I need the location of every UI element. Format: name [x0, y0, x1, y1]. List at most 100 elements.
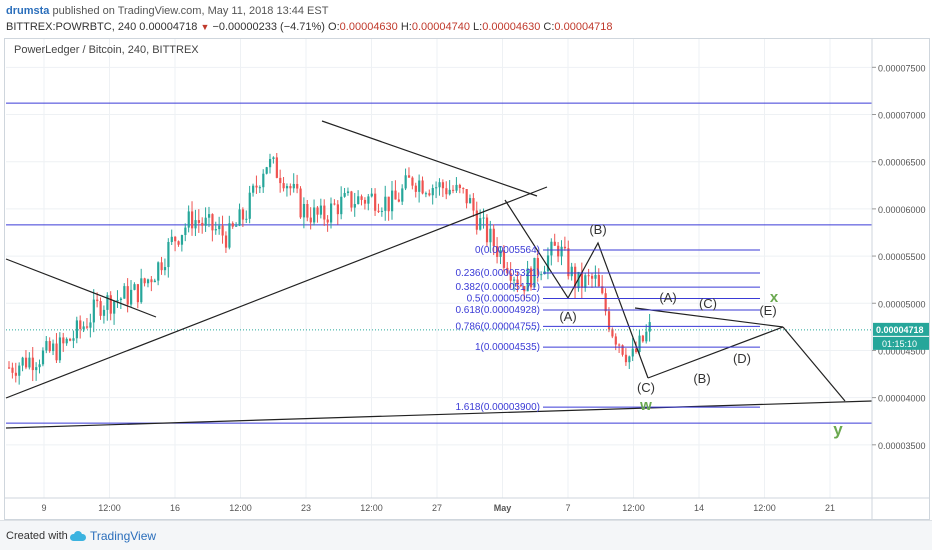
author-link[interactable]: drumsta — [6, 5, 50, 17]
countdown-label: 01:15:10 — [882, 339, 917, 349]
candle-body — [72, 338, 75, 341]
candle-body — [590, 275, 594, 279]
y-tick-label: 0.00004000 — [878, 394, 926, 404]
candle-body — [448, 189, 451, 195]
grid — [6, 39, 872, 498]
fibonacci-levels: 0(0.00005564) 0.236(0.00005321) 0.382(0.00… — [455, 245, 760, 413]
candle-body — [567, 248, 570, 277]
symbol-quote: BITTREX:POWRBTC, 240 0.00004718 ▼ −0.000… — [6, 21, 613, 33]
candle-body — [143, 278, 146, 284]
candle-body — [313, 207, 316, 223]
candle-body — [370, 193, 373, 197]
candle-body — [316, 207, 319, 215]
x-tick-label: 27 — [432, 503, 442, 513]
fib-level-label: 0.382(0.00005171) — [455, 282, 540, 293]
price-chart[interactable]: 0(0.00005564) 0.236(0.00005321) 0.382(0.00… — [0, 0, 932, 520]
wave-label: (A) — [559, 309, 576, 324]
wave-labels: (B) (A) (A) (C) (E) (D) (B) (C) w x y — [559, 222, 843, 439]
candle-body — [624, 354, 628, 363]
candle-body — [421, 180, 424, 194]
candle-body — [31, 357, 34, 371]
triangle-e-upper — [634, 307, 784, 328]
candle-body — [262, 173, 265, 188]
candle-body — [65, 338, 68, 344]
candle-body — [557, 245, 560, 257]
candle-body — [570, 266, 573, 277]
candle-body — [302, 204, 306, 218]
candle-body — [401, 188, 404, 202]
candle-body — [374, 193, 377, 211]
wave-label: w — [639, 397, 652, 414]
candle-body — [268, 158, 272, 168]
candle-body — [258, 187, 262, 189]
candle-body — [387, 196, 390, 212]
candle-body — [526, 268, 529, 292]
candle-body — [516, 279, 519, 285]
fib-level-label: 1.618(0.00003900) — [455, 402, 540, 413]
candle-body — [580, 271, 584, 288]
candle-body — [252, 185, 255, 193]
candle-body — [309, 217, 312, 223]
candle-body — [18, 365, 21, 376]
chart-header: drumsta published on TradingView.com, Ma… — [0, 0, 932, 38]
x-tick-label: 12:00 — [360, 503, 383, 513]
candle-body — [472, 198, 475, 211]
candle-body — [116, 300, 119, 302]
created-with-text: Created with — [6, 530, 68, 542]
tradingview-cloud-icon — [70, 531, 86, 541]
candle-body — [292, 183, 295, 189]
candle-body — [231, 223, 234, 227]
candle-body — [424, 193, 428, 195]
candle-body — [218, 225, 221, 230]
y-tick-label: 0.00005500 — [878, 252, 926, 262]
candle-body — [587, 275, 590, 277]
candle-body — [79, 320, 82, 330]
candle-body — [519, 284, 523, 287]
countdown-badge — [873, 336, 929, 350]
candle-body — [282, 183, 285, 189]
candle-body — [89, 322, 92, 328]
candle-body — [109, 295, 112, 314]
triangle-e-lower — [647, 326, 784, 379]
candle-body — [24, 357, 28, 368]
candle-body — [306, 204, 309, 218]
candle-body — [635, 348, 638, 353]
candle-body — [438, 182, 441, 188]
candle-body — [482, 217, 485, 219]
footer: Created with TradingView — [0, 520, 932, 550]
fib-level-label: 0.618(0.00004928) — [455, 305, 540, 316]
candle-body — [513, 279, 516, 281]
candle-body — [607, 311, 611, 330]
candle-body — [14, 372, 17, 376]
candle-body — [187, 211, 190, 228]
x-tick-label: 7 — [565, 503, 570, 513]
candle-body — [62, 337, 65, 344]
candle-body — [645, 331, 648, 342]
y-tick-label: 0.00006500 — [878, 158, 926, 168]
wave-label: (B) — [693, 371, 710, 386]
fib-level-label: 1(0.00004535) — [475, 342, 540, 353]
projection-line — [782, 326, 846, 402]
candle-body — [163, 267, 167, 271]
candle-body — [191, 211, 194, 229]
candle-body — [157, 262, 160, 281]
wave-label: y — [833, 420, 843, 439]
symbol-name[interactable]: BITTREX:POWRBTC, 240 — [6, 21, 137, 33]
left-trend-line — [5, 258, 157, 318]
tradingview-link[interactable]: TradingView — [70, 529, 156, 543]
candle-body — [48, 341, 51, 352]
x-tick-label: 12:00 — [98, 503, 121, 513]
candle-body — [238, 209, 241, 226]
candle-body — [391, 190, 394, 212]
wave-label: (B) — [589, 222, 606, 237]
candle-body — [52, 343, 55, 352]
candle-body — [69, 338, 72, 341]
y-tick-label: 0.00003500 — [878, 441, 926, 451]
candle-body — [279, 177, 282, 184]
x-tick-label: 16 — [170, 503, 180, 513]
candle-body — [458, 184, 461, 189]
x-tick-label: 12:00 — [753, 503, 776, 513]
candle-body — [123, 286, 126, 299]
candle-body — [367, 196, 370, 204]
candle-body — [177, 241, 180, 245]
